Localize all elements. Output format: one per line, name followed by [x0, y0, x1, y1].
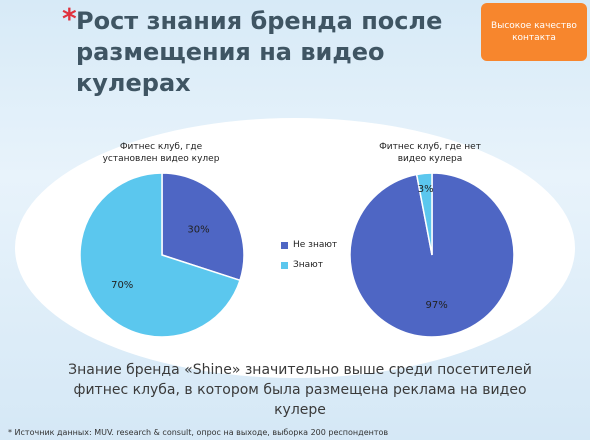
- pie-chart-left: 30% 70%: [79, 172, 245, 338]
- slide-title: Рост знания бренда после размещения на в…: [76, 7, 443, 97]
- pie-label-left-ne-znayut: 30%: [187, 224, 209, 235]
- pie-slice-left-znayut: [79, 172, 241, 338]
- quality-badge-text: Высокое качество контакта: [491, 21, 577, 43]
- legend-label-ne-znayut: Не знают: [293, 240, 338, 250]
- pie-chart-right: 97% 3%: [349, 172, 515, 338]
- pie-label-right-znayut: 3%: [418, 184, 434, 195]
- legend-label-znayut: Знают: [293, 260, 323, 270]
- source-note: * Источник данных: MUV. research & consu…: [8, 428, 389, 437]
- chart-title-left: Фитнес клуб, где установлен видео кулер: [102, 142, 220, 164]
- title-marker: *: [62, 2, 77, 35]
- legend: Не знают Знают: [281, 238, 337, 278]
- legend-item-znayut: Знают: [281, 258, 337, 272]
- conclusion-text: Знание бренда «Shine» значительно выше с…: [68, 362, 532, 418]
- pie-label-right-ne-znayut: 97%: [426, 300, 448, 311]
- legend-item-ne-znayut: Не знают: [281, 238, 337, 252]
- pie-label-left-znayut: 70%: [111, 280, 133, 291]
- legend-swatch-ne-znayut: [281, 241, 288, 249]
- quality-badge: Высокое качество контакта: [481, 3, 587, 61]
- pie-slice-left-ne-znayut: [161, 172, 245, 282]
- chart-title-right: Фитнес клуб, где нет видео кулера: [379, 142, 481, 164]
- pie-slice-right-znayut: [415, 172, 433, 256]
- legend-swatch-znayut: [281, 261, 288, 269]
